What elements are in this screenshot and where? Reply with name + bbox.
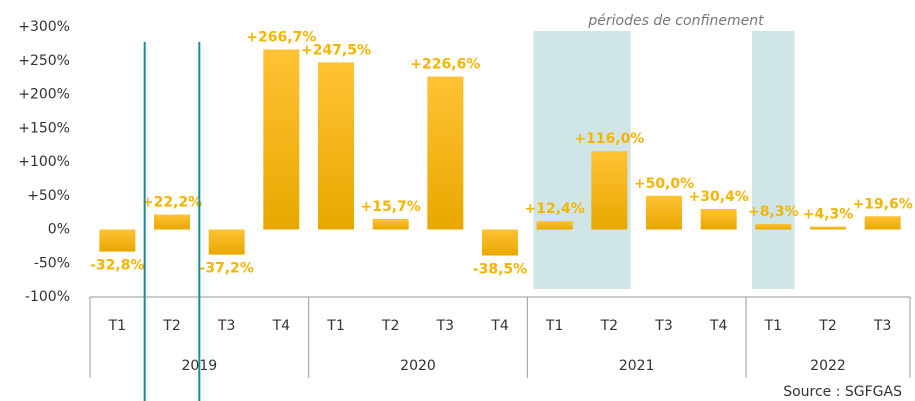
x-tick-label: T2 (600, 318, 618, 334)
x-tick-label: T3 (873, 318, 891, 334)
value-label: +226,6% (410, 57, 480, 73)
bar (208, 229, 245, 255)
value-label: +15,7% (361, 199, 421, 215)
value-label: +8,3% (748, 204, 799, 220)
group-label: 2020 (400, 358, 436, 374)
x-tick-label: T3 (217, 318, 235, 334)
bar (427, 76, 464, 230)
value-label: +116,0% (574, 131, 644, 147)
bar (154, 214, 190, 230)
x-tick-label: T2 (162, 318, 180, 334)
x-tick-label: T1 (326, 318, 344, 334)
bar (482, 229, 518, 256)
bar (536, 221, 573, 230)
value-label: +4,3% (803, 207, 854, 223)
x-tick-label: T4 (709, 318, 728, 334)
value-label: +19,6% (853, 196, 913, 212)
value-label: +50,0% (634, 176, 694, 192)
bar (810, 226, 846, 230)
lockdown-period (752, 31, 795, 289)
x-tick-label: T2 (818, 318, 836, 334)
x-tick-label: T4 (272, 318, 291, 334)
bar (864, 216, 901, 230)
value-label: +30,4% (689, 189, 749, 205)
value-label: +12,4% (525, 201, 585, 217)
x-tick-label: T1 (545, 318, 563, 334)
value-label: -38,5% (473, 261, 527, 277)
bar (755, 223, 792, 230)
source: Source : SGFGAS (783, 384, 902, 400)
y-tick-label: +200% (18, 87, 70, 103)
value-label: -37,2% (199, 261, 253, 277)
group-label: 2022 (810, 358, 846, 374)
bar (263, 49, 300, 230)
x-tick-label: T1 (108, 318, 126, 334)
value-label: +266,7% (246, 29, 316, 45)
value-label: -32,8% (90, 258, 144, 274)
x-tick-label: T1 (764, 318, 782, 334)
bar (99, 229, 136, 252)
y-tick-label: +250% (18, 53, 70, 69)
x-tick-label: T2 (381, 318, 399, 334)
x-tick-label: T4 (490, 318, 509, 334)
bar (700, 208, 737, 230)
bar (372, 218, 409, 230)
x-tick-label: T3 (654, 318, 672, 334)
y-tick-label: +100% (18, 154, 70, 170)
group-label: 2021 (619, 358, 655, 374)
y-tick-label: +50% (27, 188, 70, 204)
y-tick-label: 0% (48, 222, 70, 238)
lockdown-shading (533, 31, 795, 289)
y-tick-label: -100% (25, 289, 70, 305)
y-tick-label: -50% (34, 255, 70, 271)
value-label: +247,5% (301, 42, 371, 58)
value-label: +22,2% (142, 195, 202, 211)
y-tick-label: +300% (18, 19, 70, 35)
y-tick-label: +150% (18, 120, 70, 136)
bar (591, 151, 628, 230)
bar (646, 195, 682, 230)
bar (318, 62, 354, 230)
x-tick-label: T3 (436, 318, 454, 334)
annotation: périodes de confinement (587, 13, 764, 29)
